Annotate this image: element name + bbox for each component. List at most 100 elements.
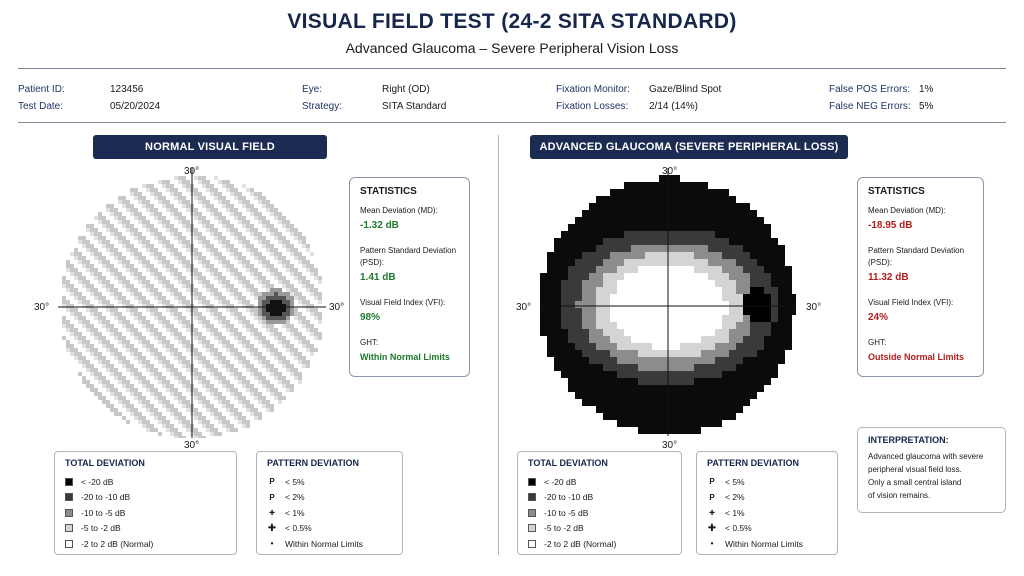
legend-label: -5 to -2 dB bbox=[81, 523, 121, 534]
legend-item: • Within Normal Limits bbox=[267, 536, 392, 552]
legend-item: P < 5% bbox=[707, 474, 827, 490]
legend-label: < 0.5% bbox=[725, 523, 752, 534]
legend-label: -5 to -2 dB bbox=[544, 523, 584, 534]
legend-label: Within Normal Limits bbox=[725, 538, 803, 549]
legend-label: -20 to -10 dB bbox=[544, 492, 594, 503]
normal-ght-value: Within Normal Limits bbox=[360, 352, 450, 362]
legend-symbol: • bbox=[270, 539, 274, 549]
legend-label: < -20 dB bbox=[544, 476, 577, 487]
glaucoma-axis-left-label: 30° bbox=[516, 302, 532, 313]
strategy-label: Strategy: bbox=[302, 101, 343, 112]
legend-rows: < -20 dB -20 to -10 dB -10 to -5 dB -5 to -… bbox=[65, 474, 226, 552]
pattern-deviation-legend-left: PATTERN DEVIATION P < 5% P < 2% ✚ < 1% ✚ < 0.5%… bbox=[256, 451, 403, 555]
legend-label: -20 to -10 dB bbox=[81, 492, 131, 503]
normal-axis-right-label: 30° bbox=[329, 302, 345, 313]
header-divider bbox=[18, 68, 1006, 69]
legend-label: < 5% bbox=[285, 476, 305, 487]
legend-item: • Within Normal Limits bbox=[707, 536, 827, 552]
legend-item: -2 to 2 dB (Normal) bbox=[528, 536, 671, 552]
glaucoma-ght-label: GHT: bbox=[868, 338, 887, 347]
glaucoma-psd-label-2: (PSD): bbox=[868, 258, 892, 267]
legend-rows: P < 5% P < 2% ✚ < 1% ✚ < 0.5% • Within Normal Lim… bbox=[267, 474, 392, 552]
glaucoma-vfi-label: Visual Field Index (VFI): bbox=[868, 298, 954, 307]
legend-label: -10 to -5 dB bbox=[544, 507, 589, 518]
legend-label: -2 to 2 dB (Normal) bbox=[544, 538, 617, 549]
legend-symbol: P bbox=[269, 492, 275, 502]
false-pos-value: 1% bbox=[919, 84, 934, 95]
false-neg-value: 5% bbox=[919, 101, 934, 112]
fixation-losses-label: Fixation Losses: bbox=[556, 101, 629, 112]
legend-title: TOTAL DEVIATION bbox=[528, 458, 608, 468]
legend-swatch bbox=[65, 524, 73, 533]
glaucoma-axis-top-label: 30° bbox=[662, 166, 678, 177]
legend-title: PATTERN DEVIATION bbox=[267, 458, 359, 468]
fixation-losses-value: 2/14 (14%) bbox=[649, 101, 698, 112]
legend-label: < -20 dB bbox=[81, 476, 114, 487]
legend-symbol: P bbox=[709, 477, 715, 487]
legend-label: < 1% bbox=[725, 507, 745, 518]
normal-stats-title: STATISTICS bbox=[360, 186, 417, 197]
legend-label: < 0.5% bbox=[285, 523, 312, 534]
legend-symbol: P bbox=[709, 492, 715, 502]
fixation-monitor-row: Fixation Monitor: Gaze/Blind Spot bbox=[556, 84, 721, 95]
glaucoma-psd-label-1: Pattern Standard Deviation bbox=[868, 246, 965, 255]
false-neg-label: False NEG Errors: bbox=[829, 101, 911, 112]
normal-statistics-box: STATISTICS Mean Deviation (MD): -1.32 dB… bbox=[349, 177, 470, 377]
interpretation-line: peripheral visual field loss. bbox=[868, 465, 962, 474]
glaucoma-axis-right-label: 30° bbox=[806, 302, 822, 313]
legend-item: ✚ < 1% bbox=[267, 505, 392, 521]
legend-label: -2 to 2 dB (Normal) bbox=[81, 538, 154, 549]
glaucoma-ght-value: Outside Normal Limits bbox=[868, 352, 965, 362]
info-divider bbox=[18, 122, 1006, 123]
eye-label: Eye: bbox=[302, 84, 323, 95]
normal-axis-top-label: 30° bbox=[184, 166, 200, 177]
legend-swatch bbox=[528, 493, 536, 502]
total-deviation-legend-right: TOTAL DEVIATION < -20 dB -20 to -10 dB -10… bbox=[517, 451, 682, 555]
glaucoma-vfi-value: 24% bbox=[868, 312, 889, 323]
normal-vfi-value: 98% bbox=[360, 312, 381, 323]
legend-item: P < 2% bbox=[267, 490, 392, 506]
total-deviation-legend-left: TOTAL DEVIATION < -20 dB -20 to -10 dB -10… bbox=[54, 451, 237, 555]
legend-title: PATTERN DEVIATION bbox=[707, 458, 799, 468]
legend-rows: P < 5% P < 2% ✚ < 1% ✚ < 0.5% • Within Normal Lim… bbox=[707, 474, 827, 552]
strategy-row: Strategy: SITA Standard bbox=[302, 101, 446, 112]
legend-item: P < 5% bbox=[267, 474, 392, 490]
test-date-row: Test Date: 05/20/2024 bbox=[18, 101, 160, 112]
legend-symbol: P bbox=[269, 477, 275, 487]
legend-item: ✚ < 0.5% bbox=[707, 521, 827, 537]
legend-title: TOTAL DEVIATION bbox=[65, 458, 145, 468]
legend-item: < -20 dB bbox=[528, 474, 671, 490]
strategy-value: SITA Standard bbox=[382, 101, 447, 112]
legend-swatch bbox=[65, 508, 73, 517]
legend-label: < 1% bbox=[285, 507, 305, 518]
legend-symbol: ✚ bbox=[709, 509, 715, 517]
normal-ght-label: GHT: bbox=[360, 338, 379, 347]
glaucoma-psd-value: 11.32 dB bbox=[868, 272, 909, 283]
normal-field-title: NORMAL VISUAL FIELD bbox=[93, 135, 327, 159]
legend-item: -20 to -10 dB bbox=[528, 490, 671, 506]
legend-label: < 2% bbox=[725, 492, 745, 503]
interpretation-box: INTERPRETATION: Advanced glaucoma with s… bbox=[857, 427, 1006, 513]
legend-symbol: ✚ bbox=[707, 522, 717, 534]
normal-axis-left-label: 30° bbox=[34, 302, 50, 313]
legend-symbol: • bbox=[710, 539, 714, 549]
fixation-monitor-value: Gaze/Blind Spot bbox=[649, 84, 722, 95]
false-pos-row: False POS Errors: 1% bbox=[829, 84, 933, 95]
legend-item: ✚ < 1% bbox=[707, 505, 827, 521]
legend-item: < -20 dB bbox=[65, 474, 226, 490]
glaucoma-axis-bottom-label: 30° bbox=[662, 440, 678, 451]
pattern-deviation-legend-right: PATTERN DEVIATION P < 5% P < 2% ✚ < 1% ✚ < 0.5%… bbox=[696, 451, 838, 555]
test-date-label: Test Date: bbox=[18, 101, 64, 112]
glaucoma-md-value: -18.95 dB bbox=[868, 220, 913, 231]
normal-psd-value: 1.41 dB bbox=[360, 272, 396, 283]
legend-swatch bbox=[528, 508, 536, 517]
legend-item: -10 to -5 dB bbox=[528, 505, 671, 521]
patient-id-row: Patient ID: 123456 bbox=[18, 84, 143, 95]
fixation-losses-row: Fixation Losses: 2/14 (14%) bbox=[556, 101, 698, 112]
glaucoma-statistics-box: STATISTICS Mean Deviation (MD): -18.95 d… bbox=[857, 177, 984, 377]
legend-item: -20 to -10 dB bbox=[65, 490, 226, 506]
interpretation-title: INTERPRETATION: bbox=[868, 435, 949, 445]
legend-label: < 2% bbox=[285, 492, 305, 503]
legend-swatch bbox=[65, 539, 73, 548]
page-title: VISUAL FIELD TEST (24-2 SITA STANDARD) bbox=[287, 10, 737, 33]
